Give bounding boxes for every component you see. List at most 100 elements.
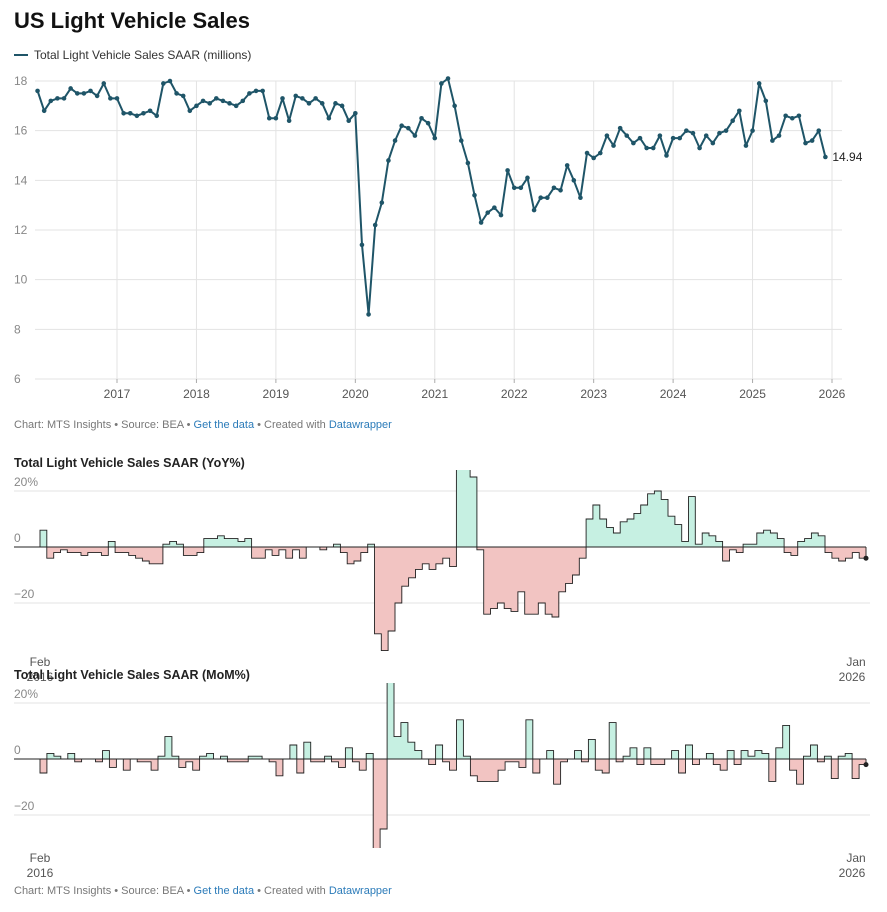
data-point [789,115,795,121]
positive-bar [248,756,256,759]
negative-bar [156,547,164,564]
negative-bar [636,759,645,765]
data-point [346,118,352,124]
negative-bar [560,759,568,762]
positive-bar [199,756,207,759]
datawrapper-link[interactable]: Datawrapper [328,419,392,431]
y-tick-label: 20% [14,475,38,489]
negative-bar [435,547,444,564]
negative-bar [579,547,587,559]
negative-bar [859,759,867,765]
data-point [498,212,504,218]
data-point [399,123,404,128]
negative-bar [428,759,437,765]
positive-bar [164,736,173,759]
negative-bar [789,759,797,771]
data-point [525,175,530,181]
data-point [392,138,398,143]
negative-bar [512,759,520,762]
positive-bar [810,745,818,759]
datawrapper-link[interactable]: Datawrapper [328,885,392,897]
data-point [670,135,676,141]
negative-bar [483,547,491,615]
negative-bar [121,547,130,553]
negative-bar [373,759,381,848]
positive-bar [53,756,62,759]
data-point [571,178,577,183]
data-point [505,168,510,173]
negative-bar [53,547,61,553]
x-tick-label: 2026 [819,387,846,401]
get-data-link[interactable]: Get the data [193,419,255,431]
footer-created: Created with [264,885,326,897]
positive-bar [681,541,689,547]
positive-bar [162,544,171,547]
positive-bar [727,750,735,759]
footer-sep: • [183,885,194,897]
negative-bar [151,759,159,771]
data-point [286,118,292,124]
positive-bar [782,725,791,759]
negative-bar [80,547,89,556]
positive-bar [525,719,534,759]
positive-bar [741,750,749,759]
negative-bar [790,547,799,556]
data-point [697,145,702,151]
data-point [266,115,272,121]
positive-bar [695,544,703,547]
mom-chart-title: Total Light Vehicle Sales SAAR (MoM%) [14,668,250,682]
data-point [372,222,378,228]
data-point [273,115,279,121]
positive-bar [206,753,214,759]
data-point [604,133,610,138]
positive-bar [685,745,693,759]
negative-bar [497,547,505,603]
positive-bar [623,756,631,759]
step-outline [39,683,867,848]
negative-bar [713,759,721,765]
data-point [359,242,365,248]
y-tick-label: −20 [14,799,35,813]
negative-bar [401,547,410,587]
step-outline [39,470,867,652]
get-data-link[interactable]: Get the data [193,885,255,897]
positive-bar [671,750,679,759]
data-point [61,96,67,101]
positive-bar [324,756,332,759]
data-point [809,138,815,143]
footer-credits-bottom: Chart: MTS Insights • Source: BEA • Get … [14,885,392,897]
data-point [432,135,438,141]
positive-bar [588,739,596,759]
negative-bar [538,547,546,603]
y-tick-label: 8 [14,322,21,336]
negative-bar [137,759,145,762]
bars-group [39,683,867,848]
data-point [300,96,305,101]
negative-bar [265,547,273,550]
negative-bar [234,759,242,762]
negative-bar [859,547,867,559]
negative-bar [504,547,512,609]
data-point [134,113,140,119]
negative-bar [565,547,573,584]
positive-bar [414,750,423,759]
data-point [313,96,318,101]
negative-bar [825,547,833,553]
positive-bar [40,530,48,547]
negative-bar [477,759,485,782]
negative-bar [144,759,152,762]
x-start-year-label: 2016 [27,670,54,684]
negative-bar [831,759,839,779]
negative-bar [388,547,396,631]
x-tick-label: 2024 [660,387,687,401]
x-tick-label: 2018 [183,387,210,401]
negative-bar [524,547,532,615]
negative-bar [251,547,259,559]
negative-bar [272,547,280,556]
data-point [114,96,120,101]
data-point [41,108,47,114]
x-start-month-label: Feb [30,851,51,865]
positive-bar [630,747,638,759]
negative-bar [74,547,82,553]
footer-credits-top: Chart: MTS Insights • Source: BEA • Get … [14,419,392,431]
